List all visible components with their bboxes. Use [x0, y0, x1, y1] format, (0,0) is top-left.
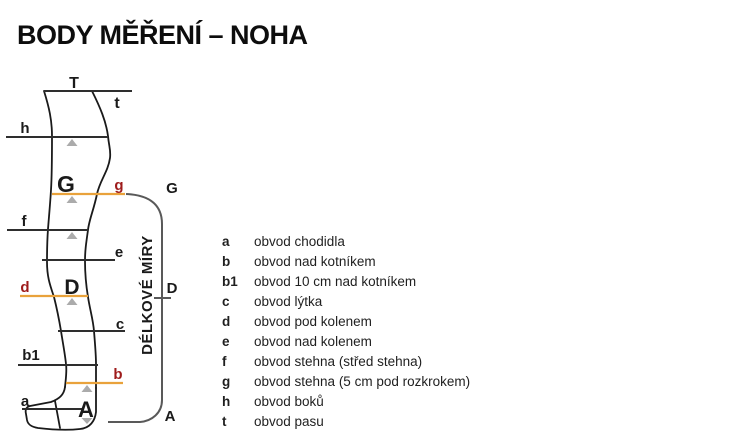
legend-label: obvod pasu	[254, 414, 324, 429]
label-a: a	[21, 393, 30, 410]
legend-item-e: e obvod nad kolenem	[222, 332, 470, 352]
label-e: e	[115, 244, 123, 261]
length-axis-label: DÉLKOVÉ MÍRY	[139, 235, 156, 355]
legend-item-g: g obvod stehna (5 cm pod rozkrokem)	[222, 372, 470, 392]
legend-label: obvod lýtka	[254, 294, 323, 309]
legend-key: b1	[222, 274, 238, 289]
legend-label: obvod stehna (5 cm pod rozkrokem)	[254, 374, 471, 389]
leg-outline-left	[43, 90, 68, 388]
legend-key: g	[222, 374, 231, 389]
legend-label: obvod chodidla	[254, 234, 345, 249]
legend-item-a: a obvod chodidla	[222, 232, 470, 252]
legend-key: a	[222, 234, 230, 249]
label-G-big: G	[57, 171, 75, 197]
label-A-bracket: A	[165, 408, 176, 425]
label-D-bracket: D	[167, 280, 178, 297]
legend-item-t: t obvod pasu	[222, 412, 470, 432]
label-d: d	[20, 279, 29, 296]
legend-key: e	[222, 334, 230, 349]
marker-triangle-A-down	[81, 418, 93, 424]
label-b: b	[113, 366, 122, 383]
length-bracket	[108, 193, 163, 423]
legend-key: c	[222, 294, 230, 309]
leg-outline-right	[84, 90, 112, 389]
legend-key: t	[222, 414, 227, 429]
label-t: t	[114, 95, 120, 112]
label-D-big: D	[64, 276, 79, 299]
marker-triangle-f	[66, 232, 78, 239]
label-A-big: A	[78, 397, 94, 422]
foot-outline	[24, 386, 97, 431]
legend-item-b: b obvod nad kotníkem	[222, 252, 470, 272]
legend-key: f	[222, 354, 227, 369]
legend-item-h: h obvod boků	[222, 392, 470, 412]
legend-item-f: f obvod stehna (střed stehna)	[222, 352, 470, 372]
legend-label: obvod 10 cm nad kotníkem	[254, 274, 417, 289]
legend-label: obvod nad kolenem	[254, 334, 372, 349]
legend-label: obvod boků	[254, 394, 324, 409]
legend-key: b	[222, 254, 231, 269]
label-h: h	[20, 120, 29, 137]
marker-triangle-h	[66, 139, 78, 146]
label-c: c	[116, 316, 124, 333]
label-T: T	[69, 75, 79, 92]
marker-triangle-d	[66, 298, 78, 305]
page-title: BODY MĚŘENÍ – NOHA	[17, 20, 308, 50]
legend: a obvod chodidla b obvod nad kotníkem b1 ob…	[222, 232, 470, 432]
toe-divider-line	[54, 400, 61, 429]
marker-triangle-g	[66, 196, 78, 203]
marker-triangle-b	[81, 385, 93, 392]
leg-measurement-diagram: DÉLKOVÉ MÍRY T t h G g G f e D d D c b1 …	[6, 75, 178, 431]
label-f: f	[22, 213, 28, 230]
legend-label: obvod pod kolenem	[254, 314, 372, 329]
label-G-bracket: G	[166, 180, 178, 197]
legend-label: obvod nad kotníkem	[254, 254, 376, 269]
label-b1: b1	[22, 347, 40, 364]
label-g: g	[114, 177, 123, 194]
legend-item-d: d obvod pod kolenem	[222, 312, 470, 332]
legend-item-b1: b1 obvod 10 cm nad kotníkem	[222, 272, 470, 292]
legend-key: h	[222, 394, 231, 409]
legend-item-c: c obvod lýtka	[222, 292, 470, 312]
legend-label: obvod stehna (střed stehna)	[254, 354, 423, 369]
legend-key: d	[222, 314, 231, 329]
